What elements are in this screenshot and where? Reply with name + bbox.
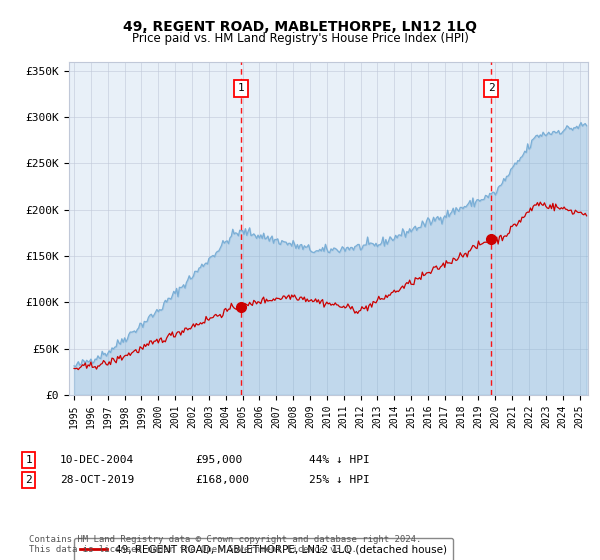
Text: 25% ↓ HPI: 25% ↓ HPI <box>309 475 370 485</box>
Text: Price paid vs. HM Land Registry's House Price Index (HPI): Price paid vs. HM Land Registry's House … <box>131 32 469 45</box>
Text: 1: 1 <box>25 455 32 465</box>
Text: 10-DEC-2004: 10-DEC-2004 <box>60 455 134 465</box>
Text: 44% ↓ HPI: 44% ↓ HPI <box>309 455 370 465</box>
Text: 28-OCT-2019: 28-OCT-2019 <box>60 475 134 485</box>
Text: 1: 1 <box>238 83 245 94</box>
Legend: 49, REGENT ROAD, MABLETHORPE, LN12 1LQ (detached house), HPI: Average price, det: 49, REGENT ROAD, MABLETHORPE, LN12 1LQ (… <box>74 538 453 560</box>
Text: £95,000: £95,000 <box>195 455 242 465</box>
Text: 2: 2 <box>488 83 494 94</box>
Text: Contains HM Land Registry data © Crown copyright and database right 2024.
This d: Contains HM Land Registry data © Crown c… <box>29 535 421 554</box>
Text: 49, REGENT ROAD, MABLETHORPE, LN12 1LQ: 49, REGENT ROAD, MABLETHORPE, LN12 1LQ <box>123 20 477 34</box>
Text: £168,000: £168,000 <box>195 475 249 485</box>
Text: 2: 2 <box>25 475 32 485</box>
